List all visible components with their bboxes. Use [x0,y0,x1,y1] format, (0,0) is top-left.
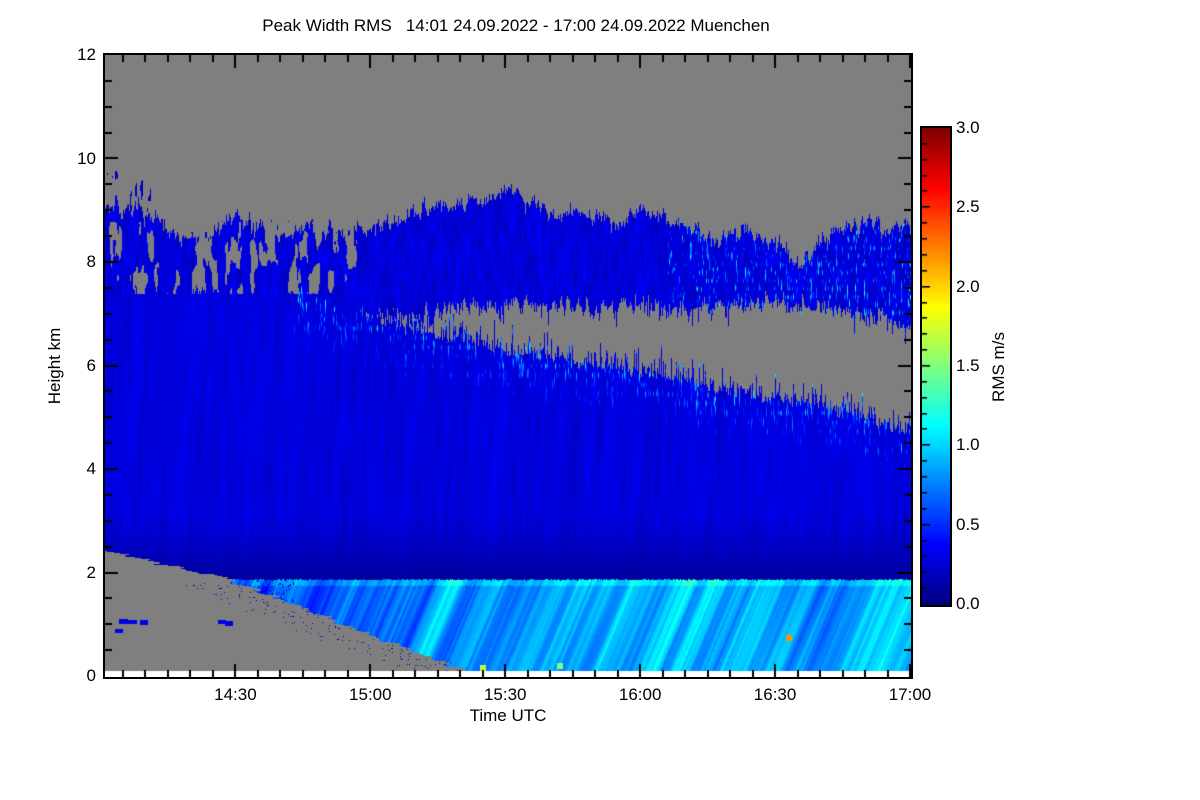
x-tick-label: 15:30 [483,685,527,704]
colorbar-tick-label: 2.0 [956,276,980,296]
chart-title: Peak Width RMS 14:01 24.09.2022 - 17:00 … [262,16,770,35]
colorbar-tick-label: 2.5 [956,197,980,217]
y-tick-label: 8 [86,252,96,271]
x-tick-label: 16:30 [753,685,797,704]
y-tick-label: 2 [86,562,96,582]
colorbar-tick-label: 1.5 [956,356,980,375]
x-tick-label: 17:00 [888,685,932,704]
x-tick-label: 14:30 [214,685,257,704]
colorbar-tick-label: 3.0 [956,118,980,137]
colorbar-tick-label: 0.0 [956,594,980,613]
x-tick-label: 16:00 [618,685,662,704]
y-tick-label: 0 [86,666,96,685]
y-tick-label: 10 [77,148,96,168]
colorbar-canvas [920,126,952,607]
heatmap-canvas [103,53,913,679]
x-axis-label: Time UTC [469,706,547,725]
y-tick-label: 4 [86,459,96,478]
colorbar-tick-label: 1.0 [956,435,980,455]
y-tick-label: 6 [86,355,96,375]
colorbar-tick-label: 0.5 [956,514,980,534]
y-tick-label: 12 [77,45,96,64]
x-tick-label: 15:00 [349,685,392,704]
